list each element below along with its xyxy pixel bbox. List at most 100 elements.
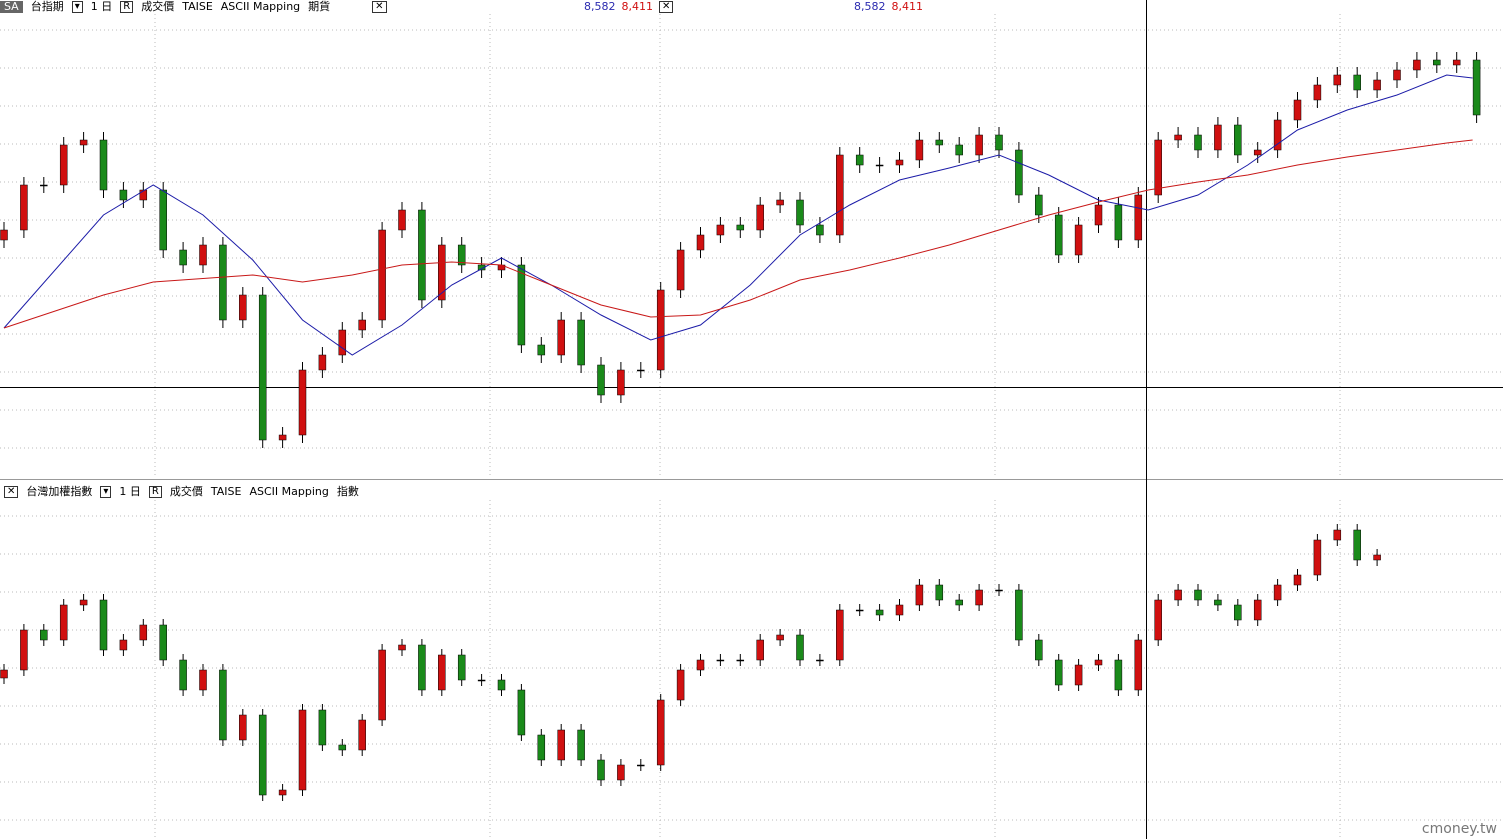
candle-body [318,709,327,746]
candle-body [298,709,307,791]
candle-body [59,604,68,641]
dropdown[interactable]: ▾ [71,1,83,13]
candle-body [258,714,267,796]
candle-body [1054,214,1063,256]
candle-body [796,634,804,661]
candle-body [1273,584,1282,601]
candle-body [816,224,824,236]
candle-body [477,679,486,682]
candle-body [875,164,884,167]
candle-body [99,139,108,191]
candle-body [1194,589,1202,601]
candle-body [477,264,486,271]
candle-body [258,294,267,441]
candle-body [1433,59,1441,66]
candle-body [219,669,227,741]
candle-body [199,669,207,691]
candle-body [1134,639,1143,691]
candle-body [239,294,247,321]
candle-body [418,209,426,301]
period[interactable]: 1 日 [119,485,141,498]
candle-body [1353,529,1361,561]
period[interactable]: 1 日 [90,0,113,13]
candle-body [597,759,605,781]
candle-body [816,659,824,662]
candle-body [358,319,366,331]
candle-body [637,369,645,372]
candle-body [1253,149,1262,156]
candle-body [557,319,565,356]
candle-body [975,589,983,606]
mapping: ASCII Mapping [249,485,329,498]
quote-value: 8,582 [854,0,886,13]
symbol-tag[interactable]: SA [0,1,23,13]
mapping: ASCII Mapping [220,0,301,13]
close-button[interactable]: ✕ [659,1,674,13]
candle-body [855,609,864,612]
candle-body [457,654,466,681]
candle-body [995,134,1003,151]
candle-body [358,719,366,751]
candle-body [1214,599,1222,606]
candle-body [99,599,108,651]
candle-body [338,744,347,751]
symbol-name[interactable]: 台指期 [30,0,64,13]
candle-body [1035,639,1043,661]
candle-body [0,669,8,679]
moving-average [3,139,1473,329]
symbol-name[interactable]: 台灣加權指數 [26,485,93,498]
market: 指數 [336,485,359,498]
candle-body [1313,539,1322,576]
quote-value: 8,582 [584,0,616,13]
candle-body [537,344,546,356]
close-button[interactable]: ✕ [372,1,387,13]
candle-body [875,609,884,616]
candle-body [696,234,705,251]
candle-body [1134,194,1143,241]
candle-body [1313,84,1322,101]
candle-body [796,199,804,226]
top-toolbar: SA 台指期 ▾ 1 日 R 成交價 TAISE ASCII Mapping 期… [0,0,387,14]
candle-body [20,629,28,671]
quote: 8,582 8,411 [854,0,923,14]
candle-body [776,634,784,641]
candle-body [736,224,745,231]
candle-body [398,209,406,231]
candle-body [855,154,864,166]
candle-body [1413,59,1421,71]
candle-body [836,154,844,236]
candle-body [418,644,426,691]
candle-body [1293,99,1302,121]
candle-body [0,229,8,241]
candle-body [895,604,904,616]
watermark: cmoney.tw [1421,821,1497,837]
candle-body [617,764,625,781]
source: TAISE [210,485,242,498]
mode[interactable]: R [120,1,134,13]
candle-body [955,599,963,606]
candle-body [637,764,645,767]
quote-value: 8,411 [891,0,924,13]
candle-body [1353,74,1361,91]
candle-body [1234,604,1242,621]
candle-body [79,139,88,146]
dropdown[interactable]: ▾ [100,486,112,498]
candle-body [995,589,1003,592]
candle-body [378,649,386,721]
candle-body [298,369,307,436]
candle-body [79,599,88,606]
mode[interactable]: R [148,486,162,498]
candle-body [457,244,466,266]
candle-body [1054,659,1063,686]
candle-body [776,199,784,206]
close-button[interactable]: ✕ [4,486,19,498]
candle-body [577,729,585,761]
candle-body [20,184,28,231]
bottom-toolbar: ✕ 台灣加權指數 ▾ 1 日 R 成交價 TAISE ASCII Mapping… [4,485,359,499]
market: 期貨 [308,0,331,13]
candle-body [119,189,128,201]
candle-body [1333,529,1342,541]
candle-body [557,729,565,761]
candle-body [159,624,167,661]
